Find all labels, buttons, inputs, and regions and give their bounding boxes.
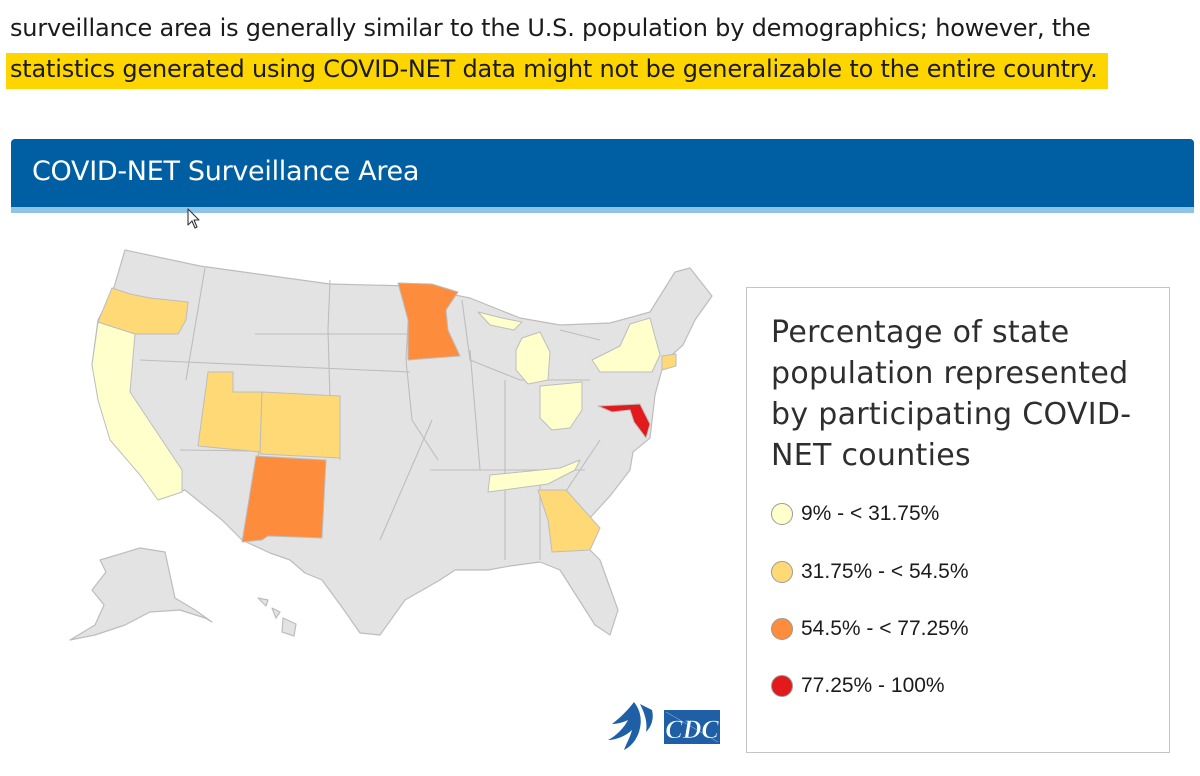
state-tennessee <box>487 459 581 493</box>
hhs-eagle-logo <box>608 702 653 750</box>
alaska <box>69 547 213 641</box>
panel-title: COVID-NET Surveillance Area <box>32 156 420 187</box>
legend-item-4: 77.25% - 100% <box>771 672 945 700</box>
cdc-logo-text: CDC <box>665 715 719 744</box>
state-california <box>91 321 183 501</box>
us-map <box>69 249 713 641</box>
legend-label: 77.25% - 100% <box>801 674 945 697</box>
intro-paragraph: surveillance area is generally similar t… <box>6 8 1195 90</box>
intro-highlighted-line: statistics generated using COVID-NET dat… <box>6 53 1108 89</box>
logos: CDC <box>606 698 721 758</box>
cdc-logo: CDC <box>664 710 720 744</box>
legend-label: 31.75% - < 54.5% <box>801 560 969 583</box>
state-georgia <box>537 489 601 553</box>
state-new-york <box>591 317 661 373</box>
legend-item-2: 31.75% - < 54.5% <box>771 558 969 586</box>
legend-item-1: 9% - < 31.75% <box>771 500 939 528</box>
legend-item-3: 54.5% - < 77.25% <box>771 615 969 643</box>
state-oregon <box>97 287 189 335</box>
intro-line-1: surveillance area is generally similar t… <box>10 14 1091 42</box>
legend-label: 9% - < 31.75% <box>801 502 940 525</box>
panel-header-rule <box>11 207 1194 213</box>
mouse-pointer-icon <box>187 208 200 229</box>
state-michigan <box>477 311 551 385</box>
hawaii <box>257 597 297 637</box>
state-maryland <box>597 403 651 439</box>
legend-swatch <box>771 503 793 525</box>
state-colorado <box>259 391 341 459</box>
state-ohio <box>539 381 583 431</box>
panel-header: COVID-NET Surveillance Area <box>11 139 1194 207</box>
legend-label: 54.5% - < 77.25% <box>801 617 969 640</box>
legend-title: Percentage of state population represent… <box>771 315 1132 473</box>
map-legend: Percentage of state population represent… <box>746 287 1170 753</box>
legend-swatch <box>771 675 793 697</box>
legend-swatch <box>771 561 793 583</box>
state-new-mexico <box>241 455 327 543</box>
state-connecticut <box>661 353 677 371</box>
legend-swatch <box>771 618 793 640</box>
state-minnesota <box>397 282 461 361</box>
